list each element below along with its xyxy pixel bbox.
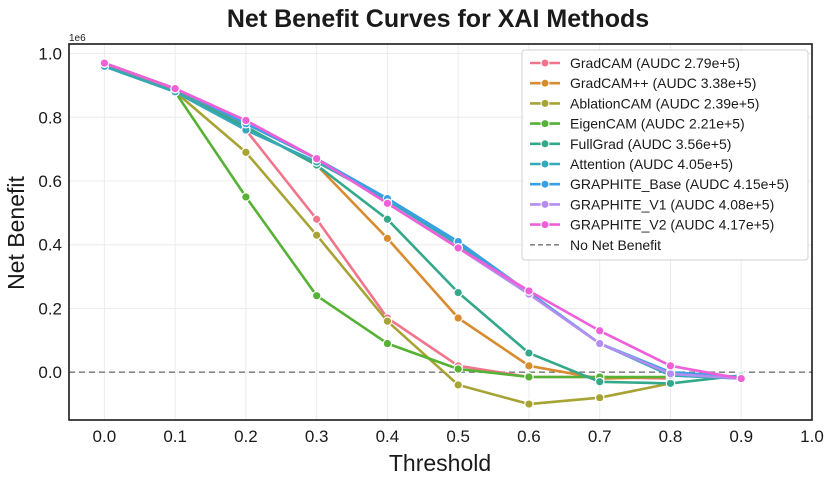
data-point [453, 313, 463, 323]
plot-frame [68, 43, 813, 421]
legend-label: EigenCAM (AUDC 2.21e+5) [570, 116, 745, 132]
data-point [594, 392, 605, 403]
series-8 [99, 58, 747, 384]
y-offset-label: 1e6 [69, 33, 86, 44]
data-point [99, 58, 110, 68]
legend-label: GRAPHITE_V1 (AUDC 4.08e+5) [570, 196, 774, 212]
y-tick-label: 0.4 [38, 236, 62, 255]
legend-item: GRAPHITE_V1 (AUDC 4.08e+5) [530, 196, 774, 212]
x-tick-label: 1.0 [800, 427, 824, 446]
legend-label: GradCAM++ (AUDC 3.38e+5) [570, 75, 756, 91]
legend-label: AblationCAM (AUDC 2.39e+5) [570, 95, 759, 111]
legend-item: AblationCAM (AUDC 2.39e+5) [530, 95, 759, 111]
legend-item: GRAPHITE_Base (AUDC 4.15e+5) [530, 176, 789, 192]
legend-swatch-marker [540, 119, 550, 129]
data-point [241, 147, 251, 158]
y-tick-label: 0.0 [38, 363, 62, 382]
x-tick-label: 0.4 [376, 427, 400, 446]
data-point [311, 290, 322, 301]
y-tick-label: 0.8 [38, 108, 62, 127]
data-point [241, 115, 251, 126]
x-tick-label: 0.6 [517, 427, 541, 446]
legend-swatch-marker [540, 58, 550, 68]
legend-item: EigenCAM (AUDC 2.21e+5) [530, 116, 745, 132]
data-point [311, 230, 322, 240]
legend-swatch-marker [540, 78, 550, 88]
data-point [382, 198, 393, 209]
legend-swatch-marker [540, 139, 550, 149]
data-point [170, 83, 180, 94]
legend-label: GRAPHITE_Base (AUDC 4.15e+5) [570, 176, 789, 192]
x-tick-label: 0.2 [234, 427, 258, 446]
x-tick-label: 0.0 [93, 427, 117, 446]
data-point [382, 233, 393, 244]
series-layer [99, 58, 747, 409]
x-tick-label: 0.3 [305, 427, 329, 446]
chart-title: Net Benefit Curves for XAI Methods [227, 5, 649, 33]
data-point [453, 287, 463, 298]
x-tick-label: 0.7 [588, 427, 612, 446]
x-tick-label: 0.8 [659, 427, 683, 446]
legend-swatch-marker [540, 98, 550, 108]
x-axis-label: Threshold [389, 450, 491, 476]
data-point [311, 214, 322, 225]
legend-swatch-marker [540, 199, 550, 209]
series-line [103, 61, 743, 380]
data-point [524, 286, 534, 296]
series-line [103, 65, 743, 385]
legend-swatch-marker [540, 179, 550, 189]
data-point [453, 380, 463, 390]
y-axis-label: Net Benefit [3, 176, 29, 290]
x-tick-label: 0.1 [163, 427, 187, 446]
legend-label: Attention (AUDC 4.05e+5) [570, 156, 733, 172]
data-point [453, 364, 463, 374]
legend-box [521, 49, 809, 261]
y-tick-label: 0.2 [38, 299, 62, 318]
data-point [311, 153, 322, 164]
data-point [665, 378, 676, 389]
data-point [594, 338, 605, 349]
ticks: 0.0 0.1 0.2 0.3 0.4 0.5 0.6 0.7 0.8 0.9 1.0 0.0 0.2 0… [38, 45, 823, 446]
legend-label: No Net Benefit [570, 237, 661, 253]
data-point [736, 373, 747, 384]
data-point [524, 372, 534, 382]
data-point [382, 214, 393, 225]
y-tick-label: 1.0 [38, 45, 62, 64]
legend-item: GRAPHITE_V2 (AUDC 4.17e+5) [530, 217, 774, 233]
data-point [524, 399, 534, 409]
data-point [524, 361, 534, 371]
legend-item: FullGrad (AUDC 3.56e+5) [530, 136, 731, 152]
legend-swatch-marker [540, 220, 550, 230]
data-point [382, 316, 393, 327]
legend-item: GradCAM (AUDC 2.79e+5) [530, 55, 740, 71]
data-point [665, 368, 676, 379]
x-tick-label: 0.9 [729, 427, 753, 446]
data-point [382, 338, 393, 349]
data-point [453, 243, 463, 253]
legend-item: Attention (AUDC 4.05e+5) [530, 156, 733, 172]
legend-swatch-marker [540, 159, 550, 169]
data-point [594, 325, 605, 336]
legend-item: No Net Benefit [530, 237, 661, 253]
legend-item: GradCAM++ (AUDC 3.38e+5) [530, 75, 756, 91]
legend: GradCAM (AUDC 2.79e+5) GradCAM++ (AUDC 3.… [521, 49, 809, 261]
legend-label: GRAPHITE_V2 (AUDC 4.17e+5) [570, 217, 774, 233]
data-point [241, 192, 251, 202]
x-tick-label: 0.5 [446, 427, 470, 446]
legend-label: GradCAM (AUDC 2.79e+5) [570, 55, 740, 71]
data-point [594, 376, 605, 387]
y-tick-label: 0.6 [38, 172, 62, 191]
data-point [665, 361, 676, 371]
legend-label: FullGrad (AUDC 3.56e+5) [570, 136, 731, 152]
data-point [524, 348, 534, 358]
